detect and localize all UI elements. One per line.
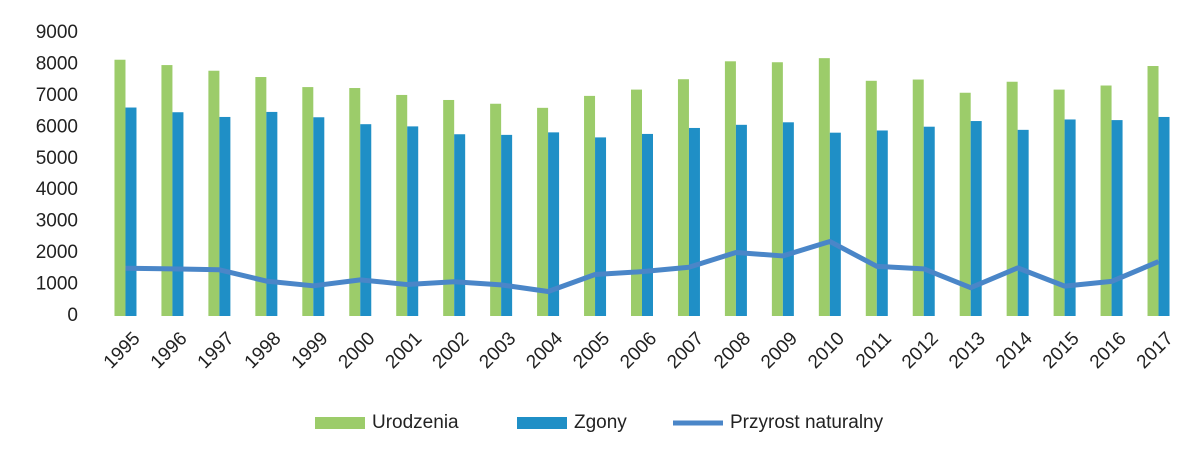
bar (396, 94, 408, 316)
legend-label: Urodzenia (372, 412, 459, 433)
x-tick-label: 2008 (710, 328, 755, 373)
bar (1100, 85, 1112, 316)
bar (537, 107, 549, 317)
y-tick-label: 1000 (36, 274, 78, 295)
x-tick-label: 1996 (147, 328, 192, 373)
bar (1147, 66, 1159, 317)
bar (1053, 89, 1065, 316)
legend-swatch (517, 417, 567, 429)
bar (688, 127, 700, 316)
bar (172, 112, 184, 317)
legend-swatch (315, 417, 365, 429)
y-tick-label: 9000 (36, 22, 78, 43)
x-tick-label: 2002 (429, 328, 474, 373)
legend-label: Przyrost naturalny (730, 412, 884, 433)
bar (125, 107, 137, 316)
bar (959, 92, 971, 316)
bar (724, 61, 736, 316)
bar (1064, 119, 1076, 316)
x-tick-label: 1995 (100, 328, 145, 373)
bar (829, 132, 841, 316)
x-tick-label: 2006 (616, 328, 661, 373)
bar (1006, 81, 1018, 316)
x-tick-label: 2015 (1039, 328, 1084, 373)
x-tick-label: 2012 (898, 328, 943, 373)
x-tick-label: 2013 (945, 328, 990, 373)
x-tick-label: 2014 (992, 328, 1037, 373)
x-tick-label: 2005 (569, 328, 614, 373)
x-tick-label: 1998 (241, 328, 286, 373)
x-tick-label: 1997 (194, 328, 239, 373)
bar (595, 137, 607, 316)
y-tick-label: 3000 (36, 211, 78, 232)
bar (1111, 120, 1123, 317)
bar (677, 79, 689, 317)
bar (771, 62, 783, 316)
bar (266, 111, 278, 316)
bar (584, 95, 596, 316)
x-tick-label: 2004 (522, 328, 567, 373)
bar (501, 134, 513, 316)
bar (1158, 116, 1170, 316)
x-tick-label: 2016 (1086, 328, 1131, 373)
bar (454, 134, 466, 316)
bar (219, 116, 231, 316)
y-tick-label: 7000 (36, 85, 78, 106)
bar (1017, 129, 1029, 316)
bar (818, 58, 830, 317)
bar (548, 132, 560, 316)
x-tick-label: 2003 (475, 328, 520, 373)
bar (912, 79, 924, 316)
x-tick-label: 2011 (852, 328, 896, 372)
line (125, 238, 1160, 294)
bar (782, 122, 794, 317)
x-tick-label: 2000 (335, 328, 380, 373)
bar (443, 99, 455, 316)
x-tick-label: 2009 (757, 328, 802, 373)
bar (313, 117, 325, 316)
bar (865, 80, 877, 316)
bar (161, 65, 173, 316)
y-tick-label: 2000 (36, 242, 78, 263)
x-tick-label: 2010 (804, 328, 849, 373)
bar (114, 59, 126, 316)
y-tick-label: 4000 (36, 179, 78, 200)
bar (970, 121, 982, 317)
x-tick-label: 1999 (288, 328, 333, 373)
y-tick-label: 6000 (36, 116, 78, 137)
y-tick-label: 8000 (36, 53, 78, 74)
bar (349, 88, 361, 317)
bar (876, 130, 888, 316)
bar (208, 70, 220, 316)
x-tick-label: 2001 (382, 328, 427, 373)
bar (923, 126, 935, 317)
bar (255, 77, 267, 317)
x-tick-label: 2007 (663, 328, 708, 373)
bar (302, 87, 314, 316)
bar (490, 103, 502, 316)
bar (360, 124, 372, 316)
y-tick-label: 5000 (36, 148, 78, 169)
bar (407, 126, 419, 316)
bar (642, 133, 653, 316)
x-tick-label: 2017 (1133, 328, 1178, 373)
bar (735, 124, 747, 316)
y-tick-label: 0 (67, 305, 78, 326)
legend-label: Zgony (574, 412, 627, 433)
bar (631, 89, 642, 316)
